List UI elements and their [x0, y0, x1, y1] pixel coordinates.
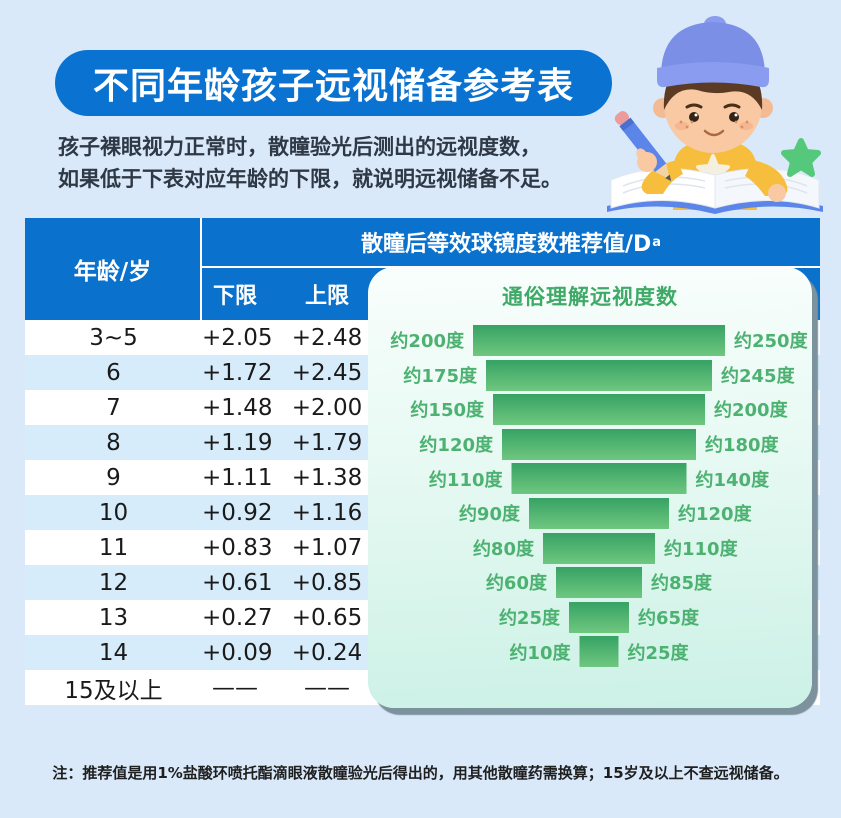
funnel-left-label: 约25度 — [498, 608, 560, 630]
funnel-right-label: 约180度 — [705, 435, 779, 457]
lower-limit-cell: +0.09 — [202, 639, 273, 666]
upper-limit-cell: +1.38 — [291, 464, 363, 491]
lower-limit-cell: +2.05 — [202, 324, 273, 351]
lower-limit-header: 下限 — [212, 284, 257, 309]
lower-limit-cell: +1.11 — [202, 464, 273, 491]
funnel-left-label: 约200度 — [390, 331, 464, 353]
funnel-right-label: 约120度 — [678, 504, 752, 526]
boy-head — [653, 16, 773, 153]
funnel-left-label: 约90度 — [458, 504, 520, 526]
age-cell: 11 — [98, 534, 129, 561]
funnel-right-label: 约65度 — [638, 608, 700, 630]
lower-limit-cell: +0.27 — [202, 604, 273, 631]
funnel-right-label: 约250度 — [734, 331, 808, 353]
age-cell: 7 — [106, 394, 121, 421]
funnel-title: 通俗理解远视度数 — [502, 285, 678, 309]
funnel-right-label: 约25度 — [627, 642, 689, 664]
funnel-right-label: 约85度 — [651, 573, 713, 595]
upper-limit-header: 上限 — [304, 284, 349, 309]
age-cell: 14 — [98, 639, 129, 666]
lower-limit-cell: +1.19 — [202, 429, 273, 456]
footnote: 注：推荐值是用1%盐酸环喷托酯滴眼液散瞳验光后得出的，用其他散瞳药需换算；15岁… — [52, 764, 789, 782]
upper-limit-cell: +2.48 — [291, 324, 363, 351]
face — [675, 103, 753, 137]
age-cell: 12 — [98, 569, 129, 596]
lower-limit-cell: —— — [212, 674, 258, 701]
funnel-bar — [579, 636, 619, 668]
upper-limit-cell: +0.85 — [291, 569, 363, 596]
boy-arms — [641, 160, 788, 202]
funnel-bar — [511, 463, 687, 495]
funnel-left-label: 约80度 — [472, 538, 534, 560]
age-cell: 8 — [106, 429, 121, 456]
lower-limit-cell: +1.72 — [202, 359, 273, 386]
upper-limit-cell: +2.00 — [291, 394, 363, 421]
group-column-header-label: 散瞳后等效球镜度数推荐值/D — [360, 232, 652, 257]
upper-limit-cell: +0.65 — [291, 604, 363, 631]
funnel-left-label: 约60度 — [485, 573, 547, 595]
page-title: 不同年龄孩子远视储备参考表 — [92, 66, 574, 107]
age-column-header-label: 年龄/岁 — [73, 259, 152, 285]
footnote-marker: a — [652, 234, 662, 250]
funnel-bar — [473, 325, 725, 356]
funnel-row: 约90度 约120度 — [368, 496, 812, 531]
funnel-bar — [529, 497, 669, 529]
subtitle-line-2: 如果低于下表对应年龄的下限，就说明远视储备不足。 — [58, 167, 562, 191]
boy-writing-illustration — [607, 16, 823, 214]
upper-limit-cell: +1.16 — [291, 499, 363, 526]
funnel-panel: 通俗理解远视度数 约200度 约250度 约175度 约245度 约150度 约… — [368, 267, 812, 708]
age-cell: 9 — [106, 464, 121, 491]
lower-limit-cell: +0.92 — [202, 499, 273, 526]
funnel-right-label: 约140度 — [695, 469, 770, 491]
lower-limit-cell: +0.61 — [202, 569, 273, 596]
funnel-row: 约175度 约245度 — [368, 358, 812, 393]
funnel-bar — [493, 394, 705, 426]
lower-limit-cell: +0.83 — [202, 534, 273, 561]
age-cell: 13 — [98, 604, 129, 631]
funnel-left-label: 约175度 — [403, 365, 477, 387]
funnel-row: 约200度 约250度 — [368, 323, 812, 358]
funnel-right-label: 约245度 — [721, 365, 795, 387]
funnel-bar — [543, 532, 655, 564]
funnel-bar — [502, 428, 696, 460]
funnel-row: 约10度 约25度 — [368, 634, 812, 669]
age-cell: 3~5 — [89, 324, 138, 351]
beanie-hat — [657, 16, 769, 88]
funnel-left-label: 约110度 — [428, 469, 503, 491]
age-column-header: 年龄/岁 — [25, 218, 200, 320]
group-column-header: 散瞳后等效球镜度数推荐值/D a — [202, 218, 820, 266]
funnel-row: 约150度 约200度 — [368, 392, 812, 427]
writing-hand — [636, 148, 657, 172]
funnel-row: 约110度 约140度 — [368, 461, 812, 496]
funnel-row: 约80度 约110度 — [368, 531, 812, 566]
funnel-chart: 约200度 约250度 约175度 约245度 约150度 约200度 约120… — [368, 323, 812, 669]
funnel-right-label: 约200度 — [714, 400, 788, 422]
upper-limit-cell: +0.24 — [291, 639, 363, 666]
upper-limit-cell: +1.07 — [291, 534, 363, 561]
upper-limit-cell: —— — [304, 674, 350, 701]
funnel-bar — [486, 359, 712, 391]
funnel-left-label: 约10度 — [509, 642, 571, 664]
funnel-left-label: 约120度 — [419, 435, 493, 457]
green-star-icon — [781, 138, 821, 177]
age-cell: 6 — [106, 359, 121, 386]
age-cell: 10 — [98, 499, 129, 526]
subtitle-line-1: 孩子裸眼视力正常时，散瞳验光后测出的远视度数， — [58, 135, 541, 159]
funnel-row: 约120度 约180度 — [368, 427, 812, 462]
age-cell: 15及以上 — [64, 677, 163, 704]
subtitle: 孩子裸眼视力正常时，散瞳验光后测出的远视度数， 如果低于下表对应年龄的下限，就说… — [58, 131, 562, 195]
funnel-row: 约60度 约85度 — [368, 565, 812, 600]
funnel-right-label: 约110度 — [664, 538, 738, 560]
funnel-bar — [556, 567, 642, 599]
funnel-bar — [569, 601, 629, 633]
funnel-left-label: 约150度 — [410, 400, 484, 422]
funnel-row: 约25度 约65度 — [368, 600, 812, 635]
upper-limit-cell: +2.45 — [291, 359, 363, 386]
lower-limit-cell: +1.48 — [202, 394, 273, 421]
title-banner: 不同年龄孩子远视储备参考表 — [55, 50, 612, 116]
upper-limit-cell: +1.79 — [291, 429, 363, 456]
